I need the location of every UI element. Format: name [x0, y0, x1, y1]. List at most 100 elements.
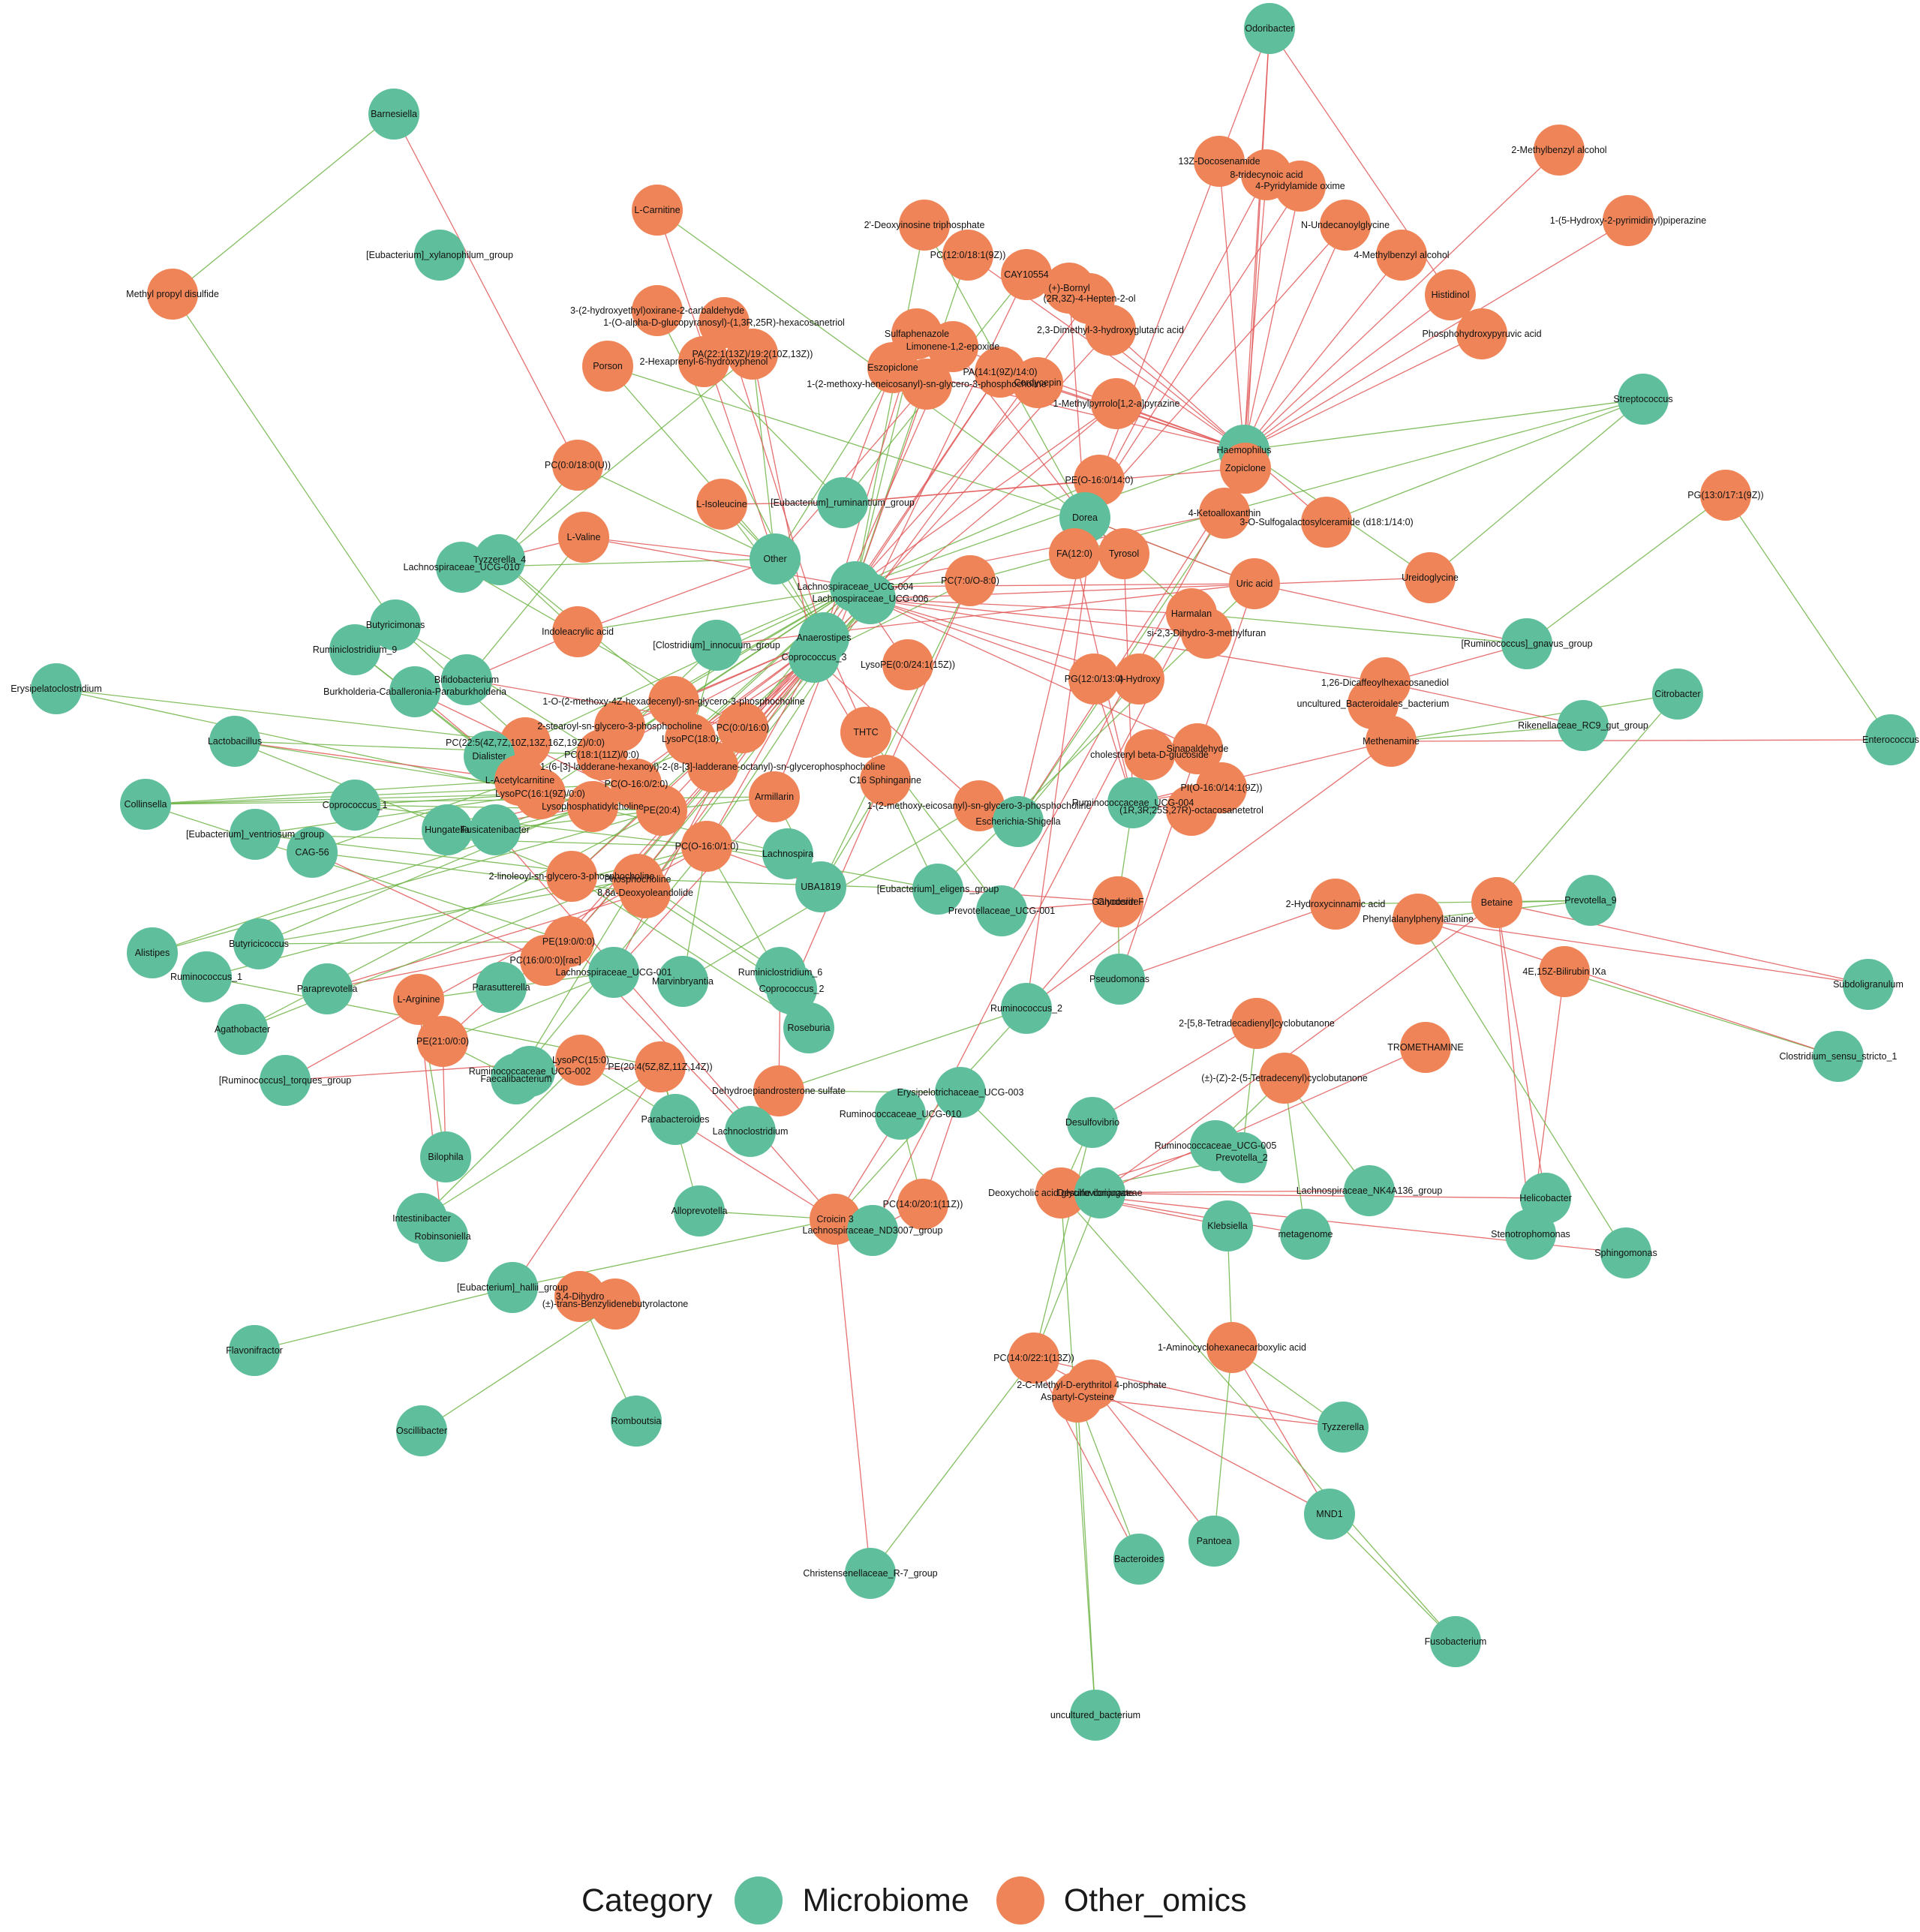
other-omics-node[interactable] — [1124, 729, 1175, 780]
other-omics-node[interactable] — [1052, 1372, 1103, 1423]
microbiome-node[interactable] — [691, 620, 742, 671]
other-omics-node[interactable] — [1603, 195, 1654, 246]
microbiome-node[interactable] — [1430, 1616, 1481, 1667]
microbiome-node[interactable] — [845, 573, 896, 624]
other-omics-node[interactable] — [620, 867, 671, 918]
microbiome-node[interactable] — [976, 885, 1027, 936]
microbiome-node[interactable] — [1244, 3, 1295, 54]
other-omics-node[interactable] — [515, 768, 566, 819]
other-omics-node[interactable] — [840, 707, 891, 758]
other-omics-node[interactable] — [1320, 200, 1371, 251]
microbiome-node[interactable] — [993, 796, 1044, 847]
other-omics-node[interactable] — [1181, 608, 1232, 659]
microbiome-node[interactable] — [935, 1067, 986, 1118]
other-omics-node[interactable] — [687, 741, 738, 792]
other-omics-node[interactable] — [558, 512, 609, 563]
other-omics-node[interactable] — [1098, 528, 1149, 579]
other-omics-node[interactable] — [1049, 528, 1100, 579]
microbiome-node[interactable] — [487, 1262, 538, 1313]
other-omics-node[interactable] — [901, 359, 952, 410]
microbiome-node[interactable] — [1344, 1165, 1395, 1216]
other-omics-node[interactable] — [552, 606, 603, 657]
other-omics-node[interactable] — [1035, 1167, 1086, 1218]
microbiome-node[interactable] — [1074, 1167, 1125, 1218]
microbiome-node[interactable] — [1202, 1200, 1253, 1251]
microbiome-node[interactable] — [474, 534, 525, 585]
other-omics-node[interactable] — [1091, 378, 1142, 429]
microbiome-node[interactable] — [217, 1004, 268, 1055]
other-omics-node[interactable] — [727, 329, 778, 380]
microbiome-node[interactable] — [233, 918, 284, 969]
other-omics-node[interactable] — [590, 1278, 641, 1330]
microbiome-node[interactable] — [1843, 959, 1894, 1010]
microbiome-node[interactable] — [209, 716, 260, 767]
microbiome-node[interactable] — [1067, 1097, 1118, 1148]
other-omics-node[interactable] — [1085, 305, 1136, 356]
microbiome-node[interactable] — [470, 804, 521, 855]
other-omics-node[interactable] — [1199, 488, 1250, 539]
microbiome-node[interactable] — [230, 809, 281, 860]
other-omics-node[interactable] — [1092, 876, 1143, 927]
microbiome-node[interactable] — [650, 1094, 701, 1145]
other-omics-node[interactable] — [1310, 879, 1361, 930]
other-omics-node[interactable] — [1229, 558, 1280, 609]
microbiome-node[interactable] — [368, 89, 419, 140]
microbiome-node[interactable] — [127, 927, 178, 978]
microbiome-node[interactable] — [1505, 1209, 1556, 1260]
microbiome-node[interactable] — [396, 1405, 447, 1456]
microbiome-node[interactable] — [1501, 618, 1552, 669]
other-omics-node[interactable] — [1068, 654, 1119, 705]
microbiome-node[interactable] — [588, 947, 639, 998]
microbiome-node[interactable] — [1652, 669, 1703, 720]
other-omics-node[interactable] — [1275, 161, 1326, 212]
other-omics-node[interactable] — [1366, 716, 1417, 767]
other-omics-node[interactable] — [1220, 443, 1271, 494]
microbiome-node[interactable] — [766, 963, 817, 1014]
microbiome-node[interactable] — [422, 804, 473, 855]
microbiome-node[interactable] — [1558, 700, 1609, 751]
other-omics-node[interactable] — [555, 1035, 606, 1086]
other-omics-node[interactable] — [632, 285, 683, 336]
other-omics-node[interactable] — [1001, 249, 1052, 300]
other-omics-node[interactable] — [576, 729, 627, 780]
other-omics-node[interactable] — [636, 785, 687, 836]
other-omics-node[interactable] — [897, 1179, 948, 1230]
other-omics-node[interactable] — [1012, 357, 1063, 408]
microbiome-node[interactable] — [783, 1002, 834, 1053]
microbiome-node[interactable] — [229, 1325, 280, 1376]
microbiome-node[interactable] — [657, 956, 708, 1007]
microbiome-node[interactable] — [420, 1131, 471, 1182]
microbiome-node[interactable] — [1094, 954, 1145, 1005]
microbiome-node[interactable] — [287, 827, 338, 878]
microbiome-node[interactable] — [1216, 1132, 1267, 1183]
microbiome-node[interactable] — [1188, 1516, 1239, 1567]
microbiome-node[interactable] — [817, 477, 868, 528]
microbiome-node[interactable] — [1618, 374, 1669, 425]
microbiome-node[interactable] — [1304, 1489, 1355, 1540]
other-omics-node[interactable] — [1259, 1053, 1310, 1104]
other-omics-node[interactable] — [520, 935, 571, 986]
other-omics-node[interactable] — [393, 974, 444, 1025]
other-omics-node[interactable] — [635, 1041, 686, 1092]
microbiome-node[interactable] — [302, 963, 353, 1014]
microbiome-node[interactable] — [847, 1205, 898, 1256]
microbiome-node[interactable] — [845, 1548, 896, 1599]
microbiome-node[interactable] — [120, 779, 171, 830]
other-omics-node[interactable] — [1393, 894, 1444, 945]
other-omics-node[interactable] — [1301, 497, 1352, 548]
microbiome-node[interactable] — [260, 1055, 311, 1106]
microbiome-node[interactable] — [1280, 1209, 1331, 1260]
other-omics-node[interactable] — [632, 185, 683, 236]
microbiome-node[interactable] — [611, 1396, 662, 1447]
other-omics-node[interactable] — [1534, 125, 1585, 176]
microbiome-node[interactable] — [1600, 1227, 1651, 1278]
microbiome-node[interactable] — [329, 780, 380, 831]
other-omics-node[interactable] — [1456, 308, 1507, 359]
microbiome-node[interactable] — [417, 1211, 468, 1262]
other-omics-node[interactable] — [1405, 552, 1456, 603]
other-omics-node[interactable] — [717, 702, 768, 753]
microbiome-node[interactable] — [1113, 1534, 1164, 1585]
microbiome-node[interactable] — [789, 632, 840, 683]
other-omics-node[interactable] — [1166, 785, 1217, 836]
microbiome-node[interactable] — [762, 828, 813, 879]
